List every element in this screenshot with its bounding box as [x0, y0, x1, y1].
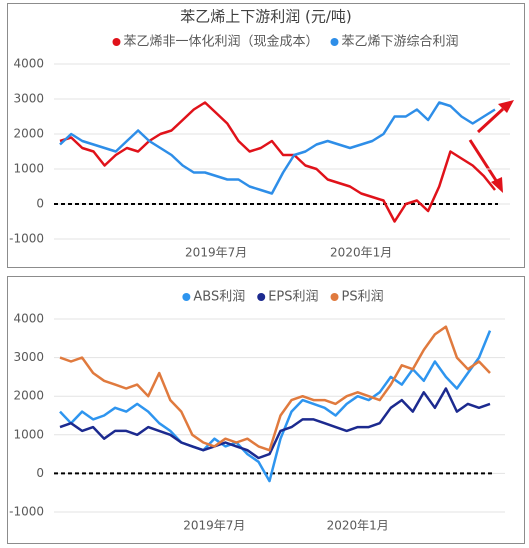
series-line [59, 101, 496, 195]
legend-marker [112, 38, 121, 46]
series-line [59, 330, 492, 483]
legend-label: 苯乙烯非一体化利润（现金成本） [123, 34, 318, 50]
series-line [59, 387, 491, 460]
panel-border [7, 276, 525, 544]
chart-title: 苯乙烯上下游利润 (元/吨) [180, 8, 352, 26]
y-tick-label: 2000 [13, 127, 44, 141]
arrow [476, 107, 505, 134]
series-line [59, 325, 491, 452]
y-tick-label: -1000 [9, 232, 44, 246]
y-tick-label: 1000 [13, 162, 44, 176]
series-line [59, 101, 496, 223]
y-tick-label: 4000 [13, 312, 44, 326]
legend-marker [257, 293, 266, 301]
legend: 苯乙烯非一体化利润（现金成本） 苯乙烯下游综合利润 [112, 34, 459, 50]
legend-label: EPS利润 [268, 290, 318, 305]
y-tick-label: 1000 [13, 427, 44, 441]
panel-border [7, 3, 525, 268]
legend-marker [330, 293, 339, 301]
legend-label: ABS利润 [193, 290, 245, 305]
arrow-head [491, 177, 503, 193]
legend-marker [330, 38, 339, 46]
arrow-head [498, 100, 514, 113]
legend: ABS利润 EPS利润 PS利润 [182, 290, 384, 305]
arrow [468, 139, 499, 183]
y-tick-label: 0 [36, 197, 44, 211]
x-tick-label: 2020年1月 [330, 246, 392, 260]
legend-marker [182, 293, 191, 301]
x-tick-label: 2019年7月 [185, 246, 247, 260]
y-tick-label: 3000 [13, 92, 44, 106]
arrows [468, 100, 514, 193]
legend-label: 苯乙烯下游综合利润 [342, 35, 459, 50]
y-tick-label: -1000 [9, 505, 44, 519]
x-tick-label: 2019年7月 [183, 519, 245, 533]
legend-label: PS利润 [342, 290, 384, 305]
y-tick-label: 4000 [13, 57, 44, 71]
y-tick-label: 2000 [13, 389, 44, 403]
x-tick-label: 2020年1月 [327, 519, 389, 533]
y-tick-label: 3000 [13, 350, 44, 364]
y-tick-label: 0 [36, 466, 44, 480]
